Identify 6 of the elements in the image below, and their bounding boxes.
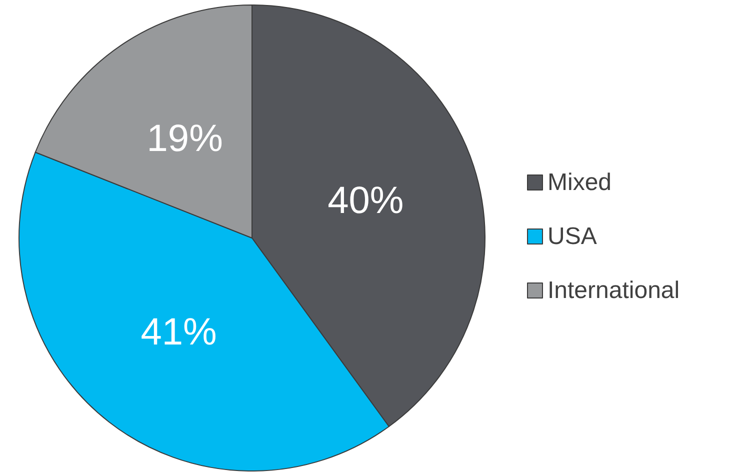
legend-label: USA — [548, 223, 597, 250]
data-label: 41% — [140, 311, 217, 354]
legend-label: International — [548, 277, 680, 304]
data-label: 40% — [328, 180, 404, 222]
legend-label: Mixed — [548, 169, 612, 196]
data-label: 19% — [146, 118, 223, 160]
